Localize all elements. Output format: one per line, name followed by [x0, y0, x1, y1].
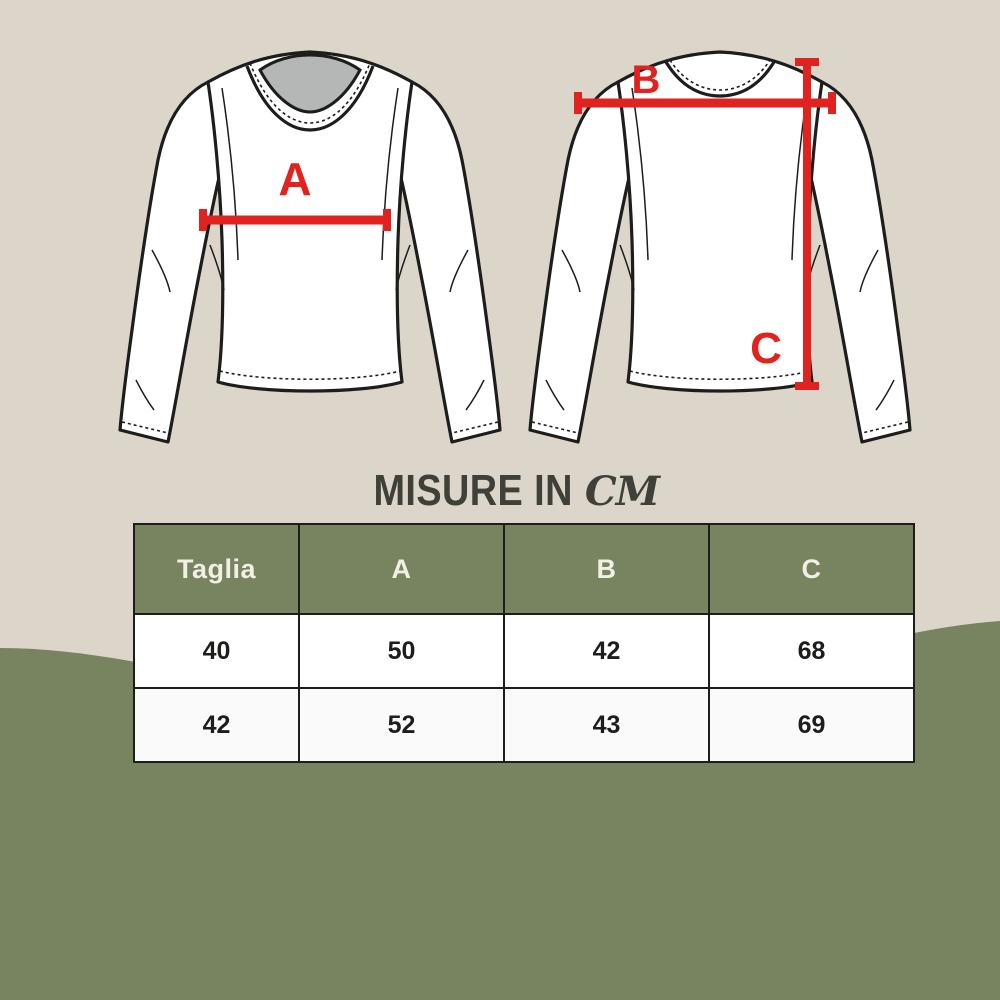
- cell-a: 52: [298, 687, 505, 763]
- measure-line-c: [795, 58, 819, 390]
- column-header-taglia: Taglia: [133, 523, 300, 615]
- size-table: Taglia A B C 40 50 42 68 42 52 43 69: [133, 523, 915, 763]
- measure-label-c: C: [750, 324, 782, 373]
- chart-title: MISURE IN CM: [0, 466, 1000, 516]
- cell-b: 43: [503, 687, 710, 763]
- table-row: 42 52 43 69: [133, 687, 915, 763]
- column-header-c: C: [708, 523, 915, 615]
- collar-band: [245, 65, 375, 132]
- cell-c: 68: [708, 613, 915, 689]
- column-header-a: A: [298, 523, 505, 615]
- cell-b: 42: [503, 613, 710, 689]
- cell-a: 50: [298, 613, 505, 689]
- column-header-b: B: [503, 523, 710, 615]
- measure-label-a: A: [278, 153, 311, 205]
- cell-c: 69: [708, 687, 915, 763]
- cell-taglia: 40: [133, 613, 300, 689]
- measure-label-b: B: [632, 58, 661, 102]
- measure-line-a: [199, 209, 391, 231]
- back-collar-band: [664, 61, 776, 98]
- table-row: 40 50 42 68: [133, 613, 915, 689]
- measure-line-b: [574, 92, 836, 114]
- chart-title-main: MISURE IN: [373, 466, 573, 515]
- table-header-row: Taglia A B C: [133, 523, 915, 615]
- cell-taglia: 42: [133, 687, 300, 763]
- front-view-garment-illustration: A: [118, 50, 502, 444]
- chart-title-unit: CM: [584, 467, 660, 515]
- back-view-garment-illustration: B C: [528, 50, 912, 444]
- neck-inner-gray: [258, 53, 362, 114]
